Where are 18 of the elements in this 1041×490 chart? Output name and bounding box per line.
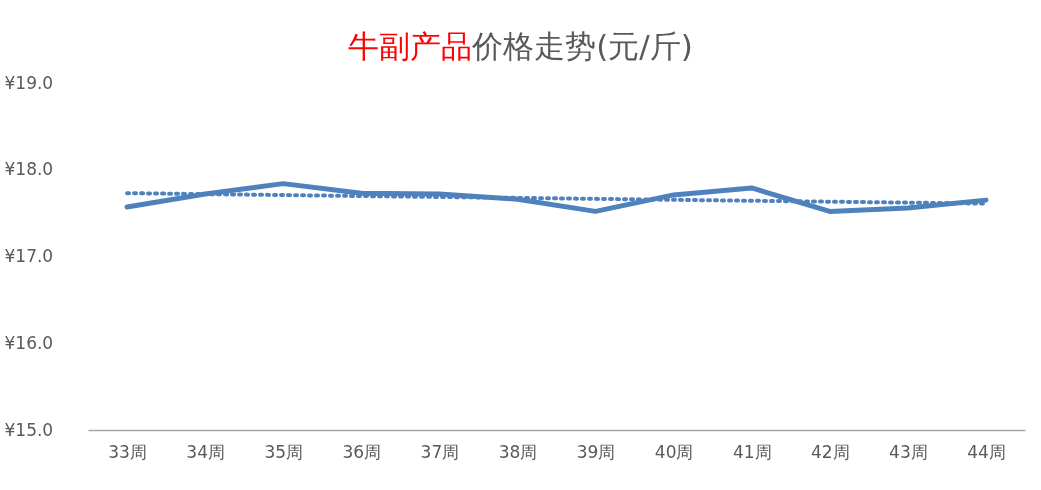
x-tick-label: 36周 (342, 441, 382, 462)
x-tick-label: 41周 (732, 441, 772, 462)
x-tick-label: 34周 (186, 441, 225, 462)
x-tick-label: 40周 (654, 441, 694, 462)
x-tick-label: 44周 (967, 441, 1006, 462)
chart-title: 牛副产品价格走势(元/斤) (348, 28, 693, 64)
x-tick-label: 39周 (576, 441, 616, 462)
y-tick-label: ¥17.0 (4, 246, 54, 266)
x-tick-label: 35周 (264, 441, 304, 462)
x-tick-label: 38周 (498, 441, 538, 462)
x-tick-label: 42周 (810, 441, 850, 462)
x-tick-label: 37周 (420, 441, 460, 462)
x-tick-label: 33周 (108, 441, 147, 462)
x-tick-label: 43周 (889, 441, 928, 462)
y-tick-label: ¥18.0 (4, 159, 54, 180)
y-tick-label: ¥19.0 (4, 72, 54, 93)
y-tick-label: ¥15.0 (4, 419, 54, 440)
y-tick-label: ¥16.0 (4, 332, 54, 353)
